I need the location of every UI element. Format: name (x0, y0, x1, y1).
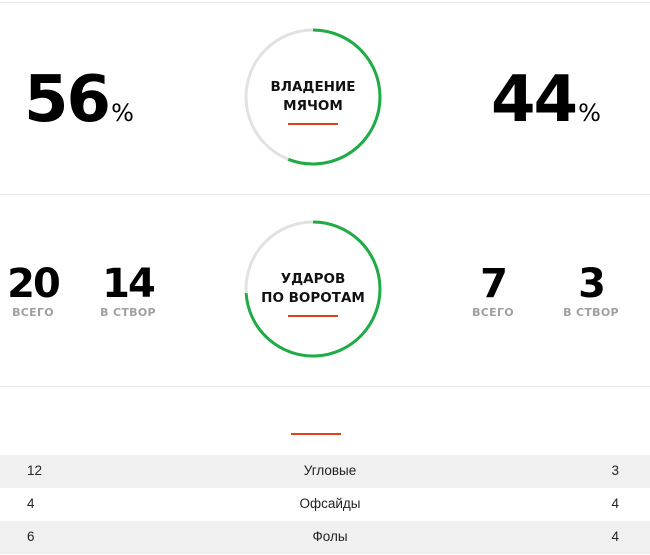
home-shots-on-target-caption: В СТВОР (100, 306, 156, 319)
percent-sign: % (111, 99, 134, 127)
home-shots-total: 20 (7, 261, 61, 307)
possession-ring-home-arc (287, 28, 382, 166)
possession-label: ВЛАДЕНИЕ МЯЧОМ (243, 78, 383, 116)
possession-ring (244, 28, 382, 166)
percent-sign: % (578, 99, 601, 127)
away-possession: 44% (491, 68, 601, 145)
stat-away-value: 3 (611, 463, 619, 478)
shots-label-line2: ПО ВОРОТАМ (261, 290, 365, 306)
away-possession-value: 44 (491, 63, 578, 137)
shots-ring (244, 220, 382, 358)
stat-home-value: 4 (27, 496, 35, 511)
shots-accent-line (288, 315, 338, 317)
stat-label: Угловые (303, 463, 357, 478)
possession-label-line2: МЯЧОМ (283, 98, 343, 114)
home-shots-on-target: 14 (102, 261, 156, 307)
home-possession: 56% (24, 68, 134, 145)
stat-home-value: 12 (27, 463, 43, 478)
stat-label: Офсайды (299, 496, 361, 511)
home-shots-total-caption: ВСЕГО (12, 306, 54, 319)
stats-accent-line (291, 433, 341, 435)
stat-home-value: 6 (27, 529, 35, 544)
shots-label-line1: УДАРОВ (280, 271, 346, 287)
section-divider (0, 386, 650, 387)
possession-accent-line (288, 123, 338, 125)
top-divider (0, 2, 650, 3)
stat-label: Фолы (312, 529, 348, 544)
stat-row-corners: 12 Угловые 3 (0, 455, 650, 488)
stat-row-offsides: 4 Офсайды 4 (0, 488, 650, 521)
shots-ring-home-arc (244, 220, 382, 358)
away-shots-on-target: 3 (578, 261, 606, 307)
away-shots-total-caption: ВСЕГО (472, 306, 514, 319)
section-divider (0, 194, 650, 195)
away-shots-on-target-caption: В СТВОР (563, 306, 619, 319)
stat-away-value: 4 (611, 529, 619, 544)
stat-row-fouls: 6 Фолы 4 (0, 521, 650, 554)
possession-label-line1: ВЛАДЕНИЕ (270, 79, 356, 95)
stat-away-value: 4 (611, 496, 619, 511)
away-shots-total: 7 (480, 261, 508, 307)
shots-label: УДАРОВ ПО ВОРОТАМ (243, 270, 383, 308)
home-possession-value: 56 (24, 63, 111, 137)
